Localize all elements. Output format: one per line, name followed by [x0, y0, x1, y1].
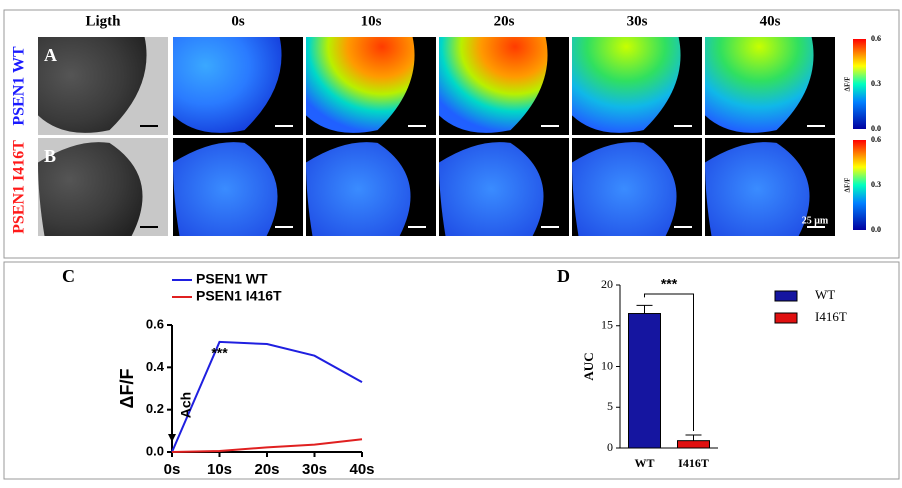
colorbar	[853, 39, 866, 129]
legend-swatch	[774, 290, 798, 302]
error-bar	[685, 434, 702, 441]
data-line	[171, 438, 363, 453]
column-header: 20s	[494, 13, 515, 29]
y-tick-label: 15	[601, 318, 613, 332]
x-tick-label: 10s	[207, 461, 232, 478]
y-tick-label: 0.4	[146, 359, 165, 374]
error-bar	[636, 304, 653, 314]
image-blob	[572, 37, 681, 133]
legend-label: WT	[815, 287, 835, 302]
colorbar-label: ΔF/F	[844, 178, 852, 193]
y-tick-label: 0	[607, 440, 613, 454]
colorbar	[853, 140, 866, 230]
x-tick-label: I416T	[678, 456, 709, 470]
y-axis-label: AUC	[581, 352, 596, 380]
image-blob	[306, 37, 415, 133]
column-header: Ligth	[85, 13, 121, 29]
data-line	[171, 340, 363, 453]
y-axis-label: ΔF/F	[117, 369, 137, 409]
image-blob	[439, 142, 544, 236]
column-header: 40s	[760, 13, 781, 29]
x-tick-label: 30s	[302, 461, 327, 478]
panel-letter: A	[44, 45, 57, 65]
colorbar-tick-label: 0.0	[871, 225, 881, 234]
y-tick-label: 5	[607, 399, 613, 413]
y-tick-label: 10	[601, 358, 613, 372]
x-tick-label: 40s	[349, 461, 374, 478]
panel-letter: D	[557, 266, 570, 286]
bar	[677, 440, 710, 449]
image-blob	[705, 142, 810, 236]
legend-label: I416T	[815, 309, 847, 324]
legend-label: PSEN1 WT	[196, 271, 268, 287]
image-blob	[439, 37, 548, 133]
scale-label: 25 μm	[802, 215, 829, 226]
x-tick-label: 0s	[164, 461, 181, 478]
panel-letter: C	[62, 266, 75, 286]
colorbar-tick-label: 0.3	[871, 79, 881, 88]
image-blob	[705, 37, 814, 133]
panel-letter: B	[44, 146, 56, 166]
legend-label: PSEN1 I416T	[196, 288, 282, 304]
colorbar-label: ΔF/F	[844, 77, 852, 92]
colorbar-tick-label: 0.6	[871, 135, 881, 144]
significance: ***	[211, 345, 228, 361]
significance: ***	[661, 276, 678, 292]
arrow-label: Ach	[178, 392, 194, 418]
row-label: PSEN1 I416T	[11, 140, 28, 234]
colorbar-tick-label: 0.0	[871, 124, 881, 133]
top-frame	[3, 9, 900, 259]
image-blob	[173, 37, 282, 133]
colorbar-tick-label: 0.6	[871, 34, 881, 43]
x-tick-label: 20s	[254, 461, 279, 478]
row-label: PSEN1 WT	[11, 46, 28, 126]
bar	[628, 313, 661, 449]
y-tick-label: 20	[601, 277, 613, 291]
x-tick-label: WT	[634, 456, 654, 470]
y-tick-label: 0.2	[146, 401, 164, 416]
image-blob	[306, 142, 411, 236]
column-header: 10s	[361, 13, 382, 29]
legend-swatch	[774, 312, 798, 324]
image-blob	[38, 37, 147, 133]
significance-bracket	[644, 293, 694, 431]
y-tick-label: 0.0	[146, 443, 164, 458]
bottom-frame	[3, 261, 900, 480]
column-header: 0s	[231, 13, 245, 29]
image-blob	[572, 142, 677, 236]
image-blob	[173, 142, 278, 236]
y-tick-label: 0.6	[146, 316, 164, 331]
image-blob	[38, 142, 143, 236]
column-header: 30s	[627, 13, 648, 29]
colorbar-tick-label: 0.3	[871, 180, 881, 189]
arrow-head	[168, 434, 176, 442]
